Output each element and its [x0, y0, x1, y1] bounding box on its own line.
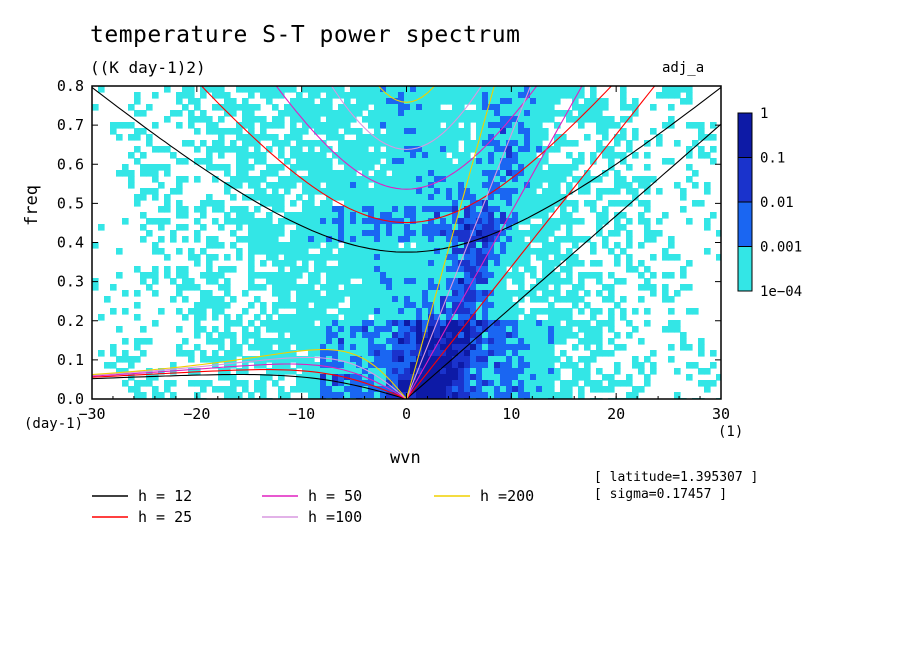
gravity-curve-h50	[275, 86, 538, 190]
colorbar-label: 0.1	[760, 151, 785, 167]
latitude-annotation: [ latitude=1.395307 ]	[594, 470, 759, 485]
chart-title: temperature S-T power spectrum	[90, 22, 521, 48]
x-tick-label: 30	[712, 405, 730, 423]
colorbar-segment	[737, 246, 753, 292]
rossby-curve-h100	[92, 356, 407, 399]
y-tick-label: 0.3	[57, 273, 84, 291]
colorbar-segment	[737, 112, 753, 158]
y-axis-unit: (day-1)	[24, 416, 84, 432]
kelvin-curve-h100	[405, 86, 532, 399]
gravity-curve-h100	[330, 86, 483, 151]
rossby-curve-h25	[92, 369, 407, 399]
y-tick-label: 0.7	[57, 116, 84, 134]
x-tick-label: 20	[607, 405, 625, 423]
y-tick-label: 0.2	[57, 312, 84, 330]
x-axis-unit: (1)	[718, 424, 744, 440]
sigma-annotation: [ sigma=0.17457 ]	[594, 487, 728, 502]
gravity-curve-h200	[377, 86, 436, 103]
legend-label: h = 25	[138, 508, 192, 526]
colorbar-segment	[737, 201, 753, 247]
x-axis-label: wvn	[390, 448, 421, 468]
x-tick-label: −10	[288, 405, 315, 423]
legend-label: h =200	[480, 487, 534, 505]
colorbar-label: 1	[760, 106, 768, 122]
chart-subtitle: ((K day-1)2)	[90, 58, 206, 77]
rossby-curve-h12	[92, 373, 407, 399]
rossby-curve-h50	[92, 363, 407, 399]
kelvin-curve-h12	[406, 123, 721, 399]
kelvin-curve-h50	[406, 86, 583, 399]
rossby-curve-h200	[92, 348, 407, 399]
gravity-curve-h12	[92, 86, 721, 253]
x-tick-label: 0	[402, 405, 411, 423]
legend-label: h =100	[308, 508, 362, 526]
y-tick-label: 0.8	[57, 77, 84, 95]
experiment-tag: adj_a	[662, 60, 705, 76]
y-tick-label: 0.1	[57, 351, 84, 369]
legend-label: h = 12	[138, 487, 192, 505]
x-tick-label: −30	[78, 405, 105, 423]
gravity-curve-h25	[200, 86, 613, 224]
colorbar-label: 0.01	[760, 195, 794, 211]
y-tick-label: 0.6	[57, 155, 84, 173]
y-tick-label: 0.5	[57, 194, 84, 212]
kelvin-curve-h200	[405, 86, 495, 399]
legend-label: h = 50	[308, 487, 362, 505]
kelvin-curve-h25	[406, 86, 656, 399]
colorbar-label: 0.001	[760, 240, 802, 256]
y-tick-label: 0.0	[57, 390, 84, 408]
y-tick-label: 0.4	[57, 234, 84, 252]
x-tick-label: 10	[502, 405, 520, 423]
x-tick-label: −20	[183, 405, 210, 423]
colorbar-label: 1e−04	[760, 284, 802, 300]
colorbar-segment	[737, 157, 753, 203]
